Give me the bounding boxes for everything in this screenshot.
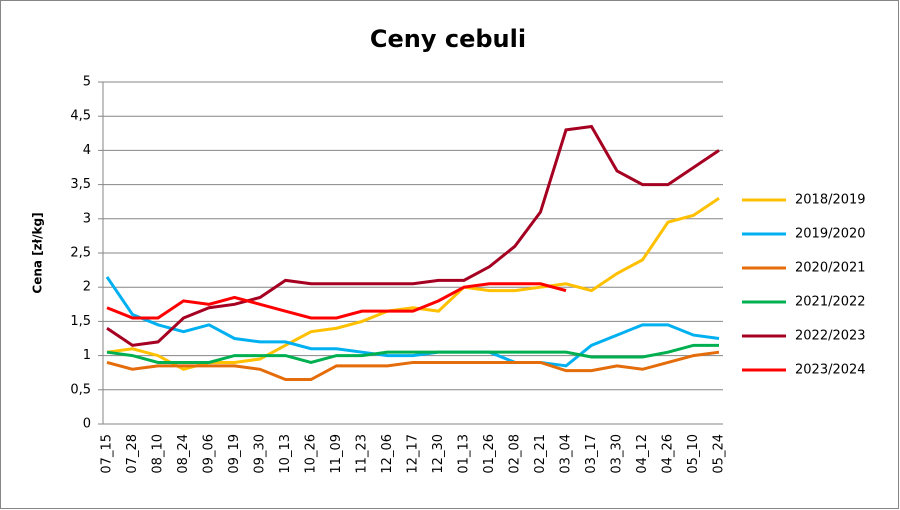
x-tick-label: 03_04 (559, 434, 574, 474)
x-tick-label: 01_13 (457, 434, 472, 474)
legend-label: 2022/2023 (795, 329, 866, 344)
x-tick-label: 12_06 (380, 434, 395, 474)
legend-label: 2020/2021 (795, 261, 866, 276)
y-tick-label: 4,5 (70, 109, 91, 124)
x-tick-label: 09_06 (202, 434, 217, 474)
x-tick-label: 05_10 (686, 434, 701, 474)
x-tick-label: 01_26 (482, 434, 497, 474)
x-tick-label: 02_21 (533, 434, 548, 474)
y-tick-label: 4 (83, 143, 91, 158)
y-tick-label: 2 (83, 280, 91, 295)
series-line (106, 124, 720, 347)
x-tick-label: 03_30 (610, 434, 625, 474)
x-tick-label: 11_09 (329, 434, 344, 474)
x-tick-label: 12_30 (431, 434, 446, 474)
x-tick-label: 12_17 (406, 434, 421, 474)
y-tick-label: 0,5 (70, 382, 91, 397)
x-tick-label: 08_24 (176, 434, 191, 474)
legend-label: 2023/2024 (795, 363, 866, 378)
x-tick-label: 10_13 (278, 434, 293, 474)
y-tick-label: 0 (83, 417, 91, 432)
legend-label: 2018/2019 (795, 193, 866, 208)
legend-label: 2019/2020 (795, 227, 866, 242)
x-tick-label: 04_12 (635, 434, 650, 474)
x-tick-label: 03_17 (584, 434, 599, 474)
series-line (106, 282, 567, 320)
x-tick-label: 07_15 (100, 434, 115, 474)
x-tick-label: 10_26 (304, 434, 319, 474)
y-tick-label: 3,5 (70, 177, 91, 192)
series-line (105, 276, 720, 368)
legend-label: 2021/2022 (795, 295, 866, 310)
x-tick-label: 07_28 (125, 434, 140, 474)
x-tick-label: 02_08 (508, 434, 523, 474)
x-tick-label: 04_26 (661, 434, 676, 474)
y-tick-label: 1 (83, 348, 91, 363)
y-tick-label: 2,5 (70, 246, 91, 261)
x-tick-label: 09_19 (227, 434, 242, 474)
y-tick-label: 5 (83, 75, 91, 90)
x-tick-label: 05_24 (712, 434, 727, 474)
y-axis-title: Cena [zł/kg] (31, 212, 45, 293)
x-tick-label: 08_10 (151, 434, 166, 474)
x-tick-label: 11_23 (355, 434, 370, 474)
x-tick-label: 09_30 (253, 434, 268, 474)
series-line (106, 350, 720, 382)
y-tick-label: 3 (83, 211, 91, 226)
chart-title: Ceny cebuli (370, 25, 526, 53)
y-tick-label: 1,5 (70, 314, 91, 329)
series-line (106, 343, 719, 364)
